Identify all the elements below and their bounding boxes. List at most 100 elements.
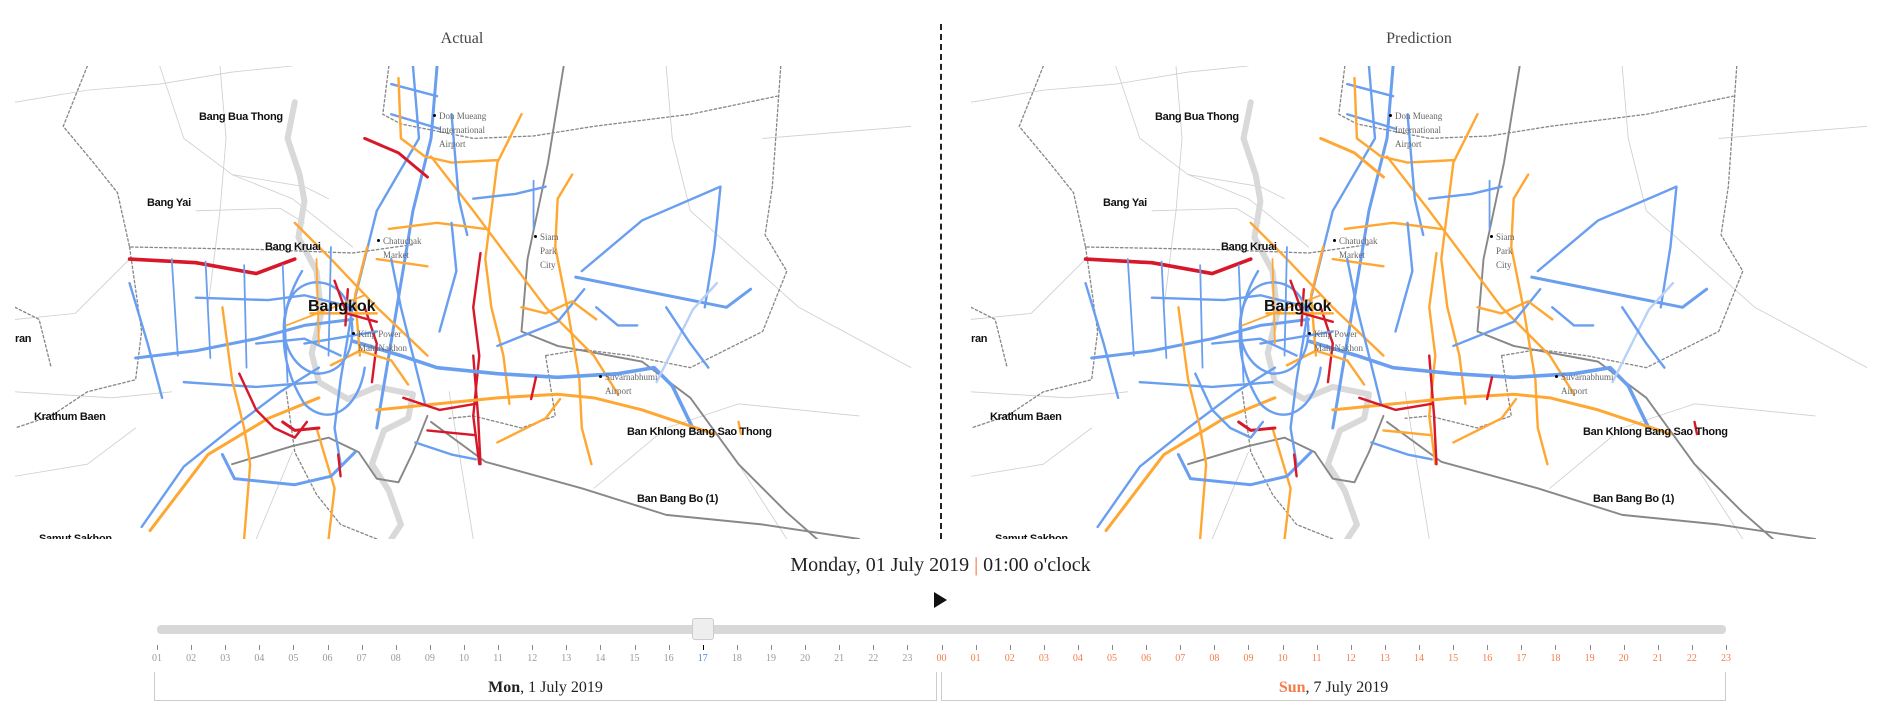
timeline-hour-label[interactable]: 18 xyxy=(731,653,742,664)
timeline-hour-label[interactable]: 01 xyxy=(970,653,981,664)
traffic-road xyxy=(333,279,378,324)
place-label: Krathum Baen xyxy=(990,411,1062,423)
traffic-road xyxy=(1394,221,1414,333)
traffic-road xyxy=(1358,396,1433,412)
timeline-hour-label[interactable]: 00 xyxy=(936,653,947,664)
timeline-hour-label[interactable]: 13 xyxy=(1379,653,1390,664)
poi-name: Don Mueang International Airport xyxy=(1395,111,1443,149)
timeline-tick xyxy=(1077,645,1079,650)
timeline-hour-label[interactable]: 08 xyxy=(390,653,401,664)
timeline-hour-label[interactable]: 09 xyxy=(424,653,435,664)
traffic-road xyxy=(1406,113,1425,237)
timeline-tick xyxy=(1726,645,1727,650)
traffic-road xyxy=(496,397,562,444)
timeline-hour-label[interactable]: 16 xyxy=(663,653,674,664)
timeline-hour-label[interactable]: 15 xyxy=(1448,653,1459,664)
timeline-slider-track[interactable] xyxy=(157,625,1726,634)
poi-dot xyxy=(1389,114,1392,117)
traffic-road xyxy=(148,396,321,533)
timeline-hour-label[interactable]: 05 xyxy=(1107,653,1118,664)
timeline-tick xyxy=(1589,645,1591,650)
poi-dot xyxy=(534,235,537,238)
day-label-sunday[interactable]: Sun, 7 July 2019 xyxy=(941,672,1726,701)
timeline-hour-label[interactable]: 16 xyxy=(1482,653,1493,664)
timeline-hour-label[interactable]: 10 xyxy=(1277,653,1288,664)
traffic-road xyxy=(1346,257,1383,406)
poi-dot xyxy=(377,239,380,242)
timeline-hour-label[interactable]: 09 xyxy=(1243,653,1254,664)
timeline-hour-label[interactable]: 12 xyxy=(527,653,538,664)
traffic-road xyxy=(281,420,321,432)
timeline-hour-label[interactable]: 21 xyxy=(834,653,845,664)
timeline-hour-label[interactable]: 08 xyxy=(1209,653,1220,664)
timeline-hour-label[interactable]: 17 xyxy=(1516,653,1527,664)
timeline-hour-label[interactable]: 01 xyxy=(152,653,162,664)
traffic-road xyxy=(1300,288,1306,327)
timeline-hour-label[interactable]: 02 xyxy=(186,653,197,664)
timeline-tick xyxy=(1009,645,1011,650)
timeline-hour-label[interactable]: 03 xyxy=(220,653,231,664)
traffic-road xyxy=(554,173,593,466)
boundary-line xyxy=(62,66,414,254)
timeline-hour-label[interactable]: 15 xyxy=(629,653,640,664)
timeline-hour-label[interactable]: 17 xyxy=(697,653,708,664)
timeline-hour-label[interactable]: 20 xyxy=(1618,653,1629,664)
city-label: Bangkok xyxy=(1264,298,1332,315)
timeline-hour-label[interactable]: 22 xyxy=(868,653,879,664)
traffic-road xyxy=(1331,257,1385,268)
actual-map[interactable]: Bang Bua Thong Bang Yai Bang Kruai ran Krath… xyxy=(15,66,911,539)
timeline-hour-label[interactable]: 06 xyxy=(1141,653,1152,664)
timeline-hour-label[interactable]: 20 xyxy=(800,653,811,664)
timeline-hour-label[interactable]: 21 xyxy=(1652,653,1663,664)
timeline-hour-label[interactable]: 22 xyxy=(1686,653,1697,664)
timeline-hour-label[interactable]: 23 xyxy=(902,653,913,664)
timeline-tick xyxy=(429,645,431,650)
timeline-tick xyxy=(907,645,909,650)
timeline-hour-label[interactable]: 04 xyxy=(254,653,265,664)
prediction-title: Prediction xyxy=(1386,30,1452,47)
traffic-road xyxy=(282,269,366,416)
timeline-slider-thumb[interactable] xyxy=(691,618,714,640)
timeline-hour-label[interactable]: 02 xyxy=(1004,653,1015,664)
highway xyxy=(1386,420,1817,539)
minor-road xyxy=(762,125,911,139)
actual-title: Actual xyxy=(440,30,484,47)
timeline-hour-label[interactable]: 23 xyxy=(1721,653,1731,664)
traffic-road xyxy=(293,221,429,357)
timeline-tick xyxy=(941,645,943,650)
poi-name: Chatuchak Market xyxy=(383,236,422,260)
timeline-tick xyxy=(770,645,772,650)
timeline-hour-label[interactable]: 18 xyxy=(1550,653,1561,664)
traffic-road xyxy=(1551,306,1595,327)
timeline-hour-label[interactable]: 07 xyxy=(356,653,367,664)
traffic-road xyxy=(484,113,523,406)
timeline-tick xyxy=(225,645,227,650)
timeline-hour-label[interactable]: 04 xyxy=(1072,653,1083,664)
poi-label: Siam Park City xyxy=(1490,230,1526,272)
timeline-hour-label[interactable]: 13 xyxy=(561,653,572,664)
traffic-road xyxy=(315,258,320,345)
timeline-hour-label[interactable]: 03 xyxy=(1038,653,1049,664)
traffic-road xyxy=(285,294,366,327)
prediction-map[interactable]: Bang Bua Thong Bang Yai Bang Kruai ran Krath… xyxy=(971,66,1867,539)
timeline-hour-label[interactable]: 19 xyxy=(765,653,776,664)
timeline-hour-label[interactable]: 11 xyxy=(493,653,503,664)
timeline-hour-label[interactable]: 11 xyxy=(1311,653,1322,664)
timeline-hour-label[interactable]: 12 xyxy=(1345,653,1356,664)
timeline-hour-label[interactable]: 14 xyxy=(1414,653,1425,664)
timeline-tick xyxy=(259,645,261,650)
day-label-monday[interactable]: Mon, 1 July 2019 xyxy=(154,672,937,701)
traffic-road xyxy=(182,380,318,389)
poi-dot xyxy=(599,375,602,378)
timeline-tick xyxy=(668,645,670,650)
traffic-road xyxy=(1238,269,1322,416)
timeline-hour-label[interactable]: 07 xyxy=(1175,653,1186,664)
traffic-road xyxy=(1249,221,1385,357)
timeline-hour-label[interactable]: 05 xyxy=(288,653,299,664)
timeline-hour-label[interactable]: 19 xyxy=(1584,653,1595,664)
timeline-hour-label[interactable]: 14 xyxy=(595,653,606,664)
timeline-hour-label[interactable]: 10 xyxy=(458,653,469,664)
poi-dot xyxy=(352,332,355,335)
play-icon[interactable] xyxy=(934,592,947,608)
timeline-hour-label[interactable]: 06 xyxy=(322,653,333,664)
